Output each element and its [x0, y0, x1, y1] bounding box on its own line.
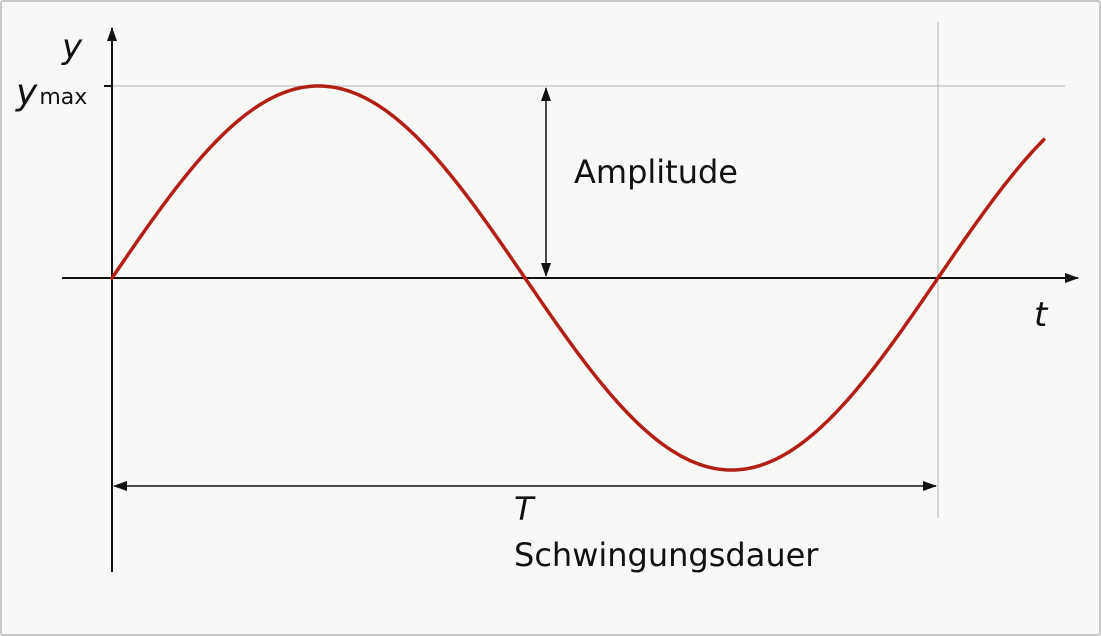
t-axis-label: t: [1034, 295, 1049, 335]
y-axis-label: y: [61, 27, 83, 67]
ymax-label-sub: max: [39, 85, 87, 110]
ymax-label-main: y: [15, 72, 38, 113]
period-symbol-label: T: [514, 490, 536, 528]
ymax-label: ymax: [15, 72, 87, 113]
amplitude-label: Amplitude: [574, 153, 738, 191]
sine-curve: [110, 84, 1046, 472]
period-name-label: Schwingungsdauer: [514, 536, 819, 574]
